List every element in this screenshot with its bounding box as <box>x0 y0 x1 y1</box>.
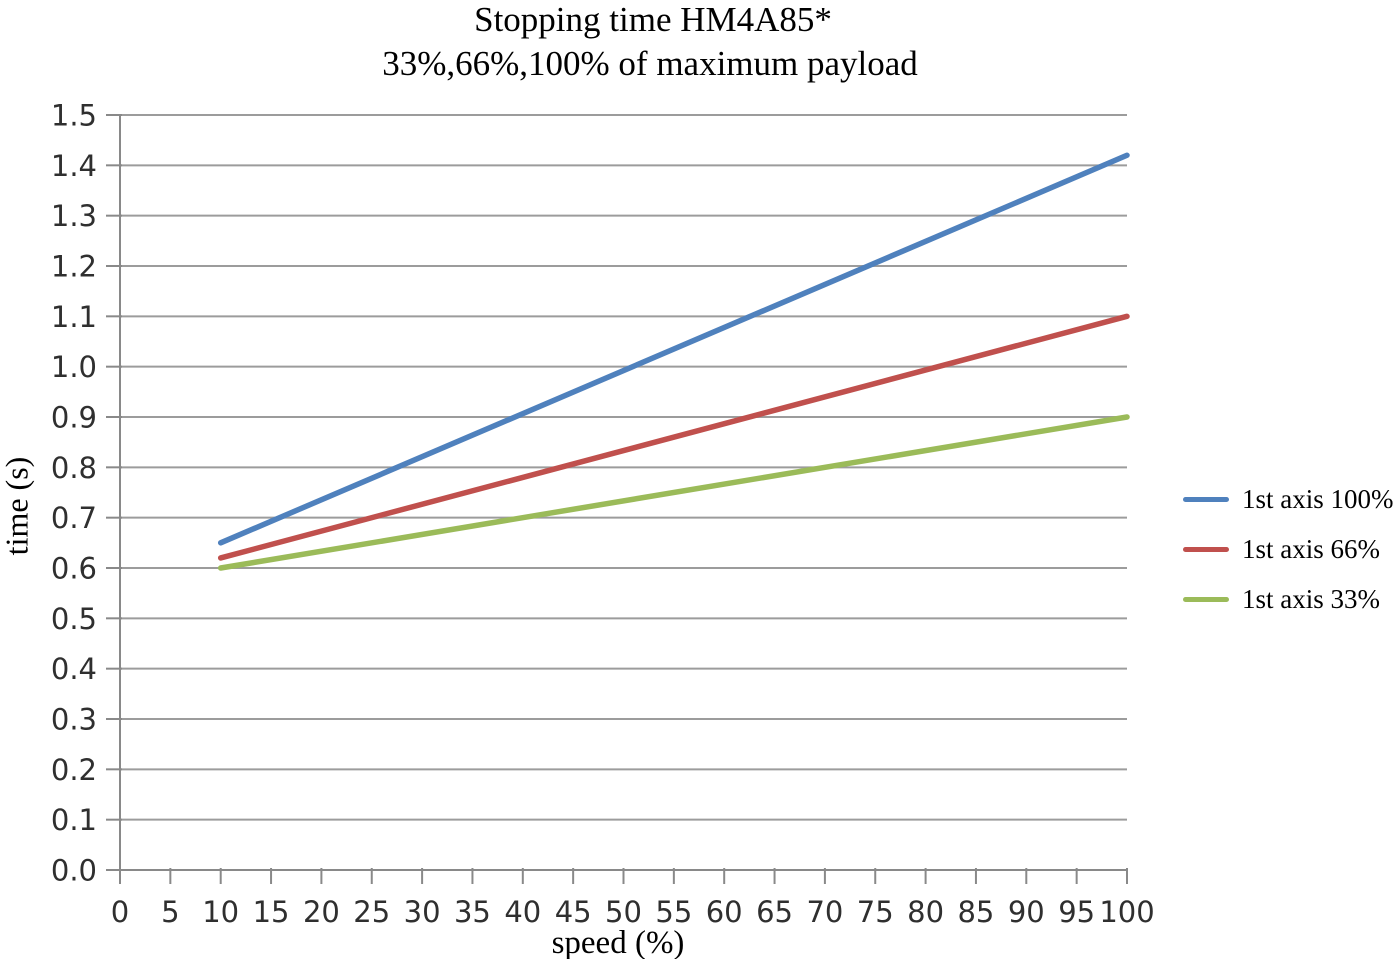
legend-line-sample <box>1183 546 1229 552</box>
y-tick-label: 0.8 <box>51 451 97 485</box>
series-line-3 <box>217 414 1130 571</box>
x-tick-label: 70 <box>806 895 843 929</box>
series-line-1 <box>217 152 1130 546</box>
x-tick-label: 45 <box>555 895 592 929</box>
legend-label: 1st axis 100% <box>1242 483 1394 514</box>
x-tick-label: 40 <box>504 895 541 929</box>
legend-item: 1st axis 33% <box>1183 574 1394 624</box>
legend-item: 1st axis 100% <box>1183 474 1394 524</box>
legend-label: 1st axis 66% <box>1242 533 1380 564</box>
legend-item: 1st axis 66% <box>1183 524 1394 574</box>
legend: 1st axis 100% 1st axis 66% 1st axis 33% <box>1183 474 1394 624</box>
y-tick-label: 1.5 <box>51 99 97 133</box>
legend-line-sample <box>1183 496 1229 502</box>
y-tick-label: 0.4 <box>51 652 97 686</box>
y-tick-label: 0.1 <box>51 803 97 837</box>
y-tick-label: 0.3 <box>51 703 97 737</box>
x-tick-label: 30 <box>404 895 441 929</box>
y-tick-label: 0.7 <box>51 501 97 535</box>
x-tick-label: 50 <box>605 895 642 929</box>
x-tick-label: 65 <box>756 895 793 929</box>
legend-line-sample <box>1183 596 1229 602</box>
x-tick-label: 0 <box>111 895 129 929</box>
x-tick-label: 5 <box>161 895 179 929</box>
x-tick-label: 55 <box>655 895 692 929</box>
y-tick-label: 1.3 <box>51 199 97 233</box>
y-tick-label: 0.6 <box>51 552 97 586</box>
x-tick-label: 10 <box>202 895 239 929</box>
x-tick-label: 60 <box>706 895 743 929</box>
chart-subtitle: 33%,66%,100% of maximum payload <box>382 44 918 83</box>
x-tick-label: 25 <box>353 895 390 929</box>
x-tick-label: 15 <box>253 895 290 929</box>
y-tick-label: 0.5 <box>51 602 97 636</box>
y-tick-label: 0.0 <box>51 854 97 888</box>
y-tick-label: 1.2 <box>51 250 97 284</box>
x-tick-label: 95 <box>1058 895 1095 929</box>
x-tick-label: 80 <box>907 895 944 929</box>
x-tick-label: 90 <box>1008 895 1045 929</box>
x-tick-label: 100 <box>1099 895 1154 929</box>
y-tick-label: 1.1 <box>51 300 97 334</box>
chart-title: Stopping time HM4A85* <box>474 0 832 39</box>
x-tick-label: 20 <box>303 895 340 929</box>
x-axis-title: speed (%) <box>551 925 685 959</box>
y-tick-label: 0.9 <box>51 401 97 435</box>
legend-label: 1st axis 33% <box>1242 583 1380 614</box>
x-tick-label: 35 <box>454 895 491 929</box>
y-tick-label: 1.0 <box>51 350 97 384</box>
series-line-2 <box>217 313 1130 561</box>
y-tick-label: 1.4 <box>51 149 97 183</box>
y-tick-label: 0.2 <box>51 753 97 787</box>
x-tick-label: 75 <box>857 895 894 929</box>
x-tick-label: 85 <box>957 895 994 929</box>
